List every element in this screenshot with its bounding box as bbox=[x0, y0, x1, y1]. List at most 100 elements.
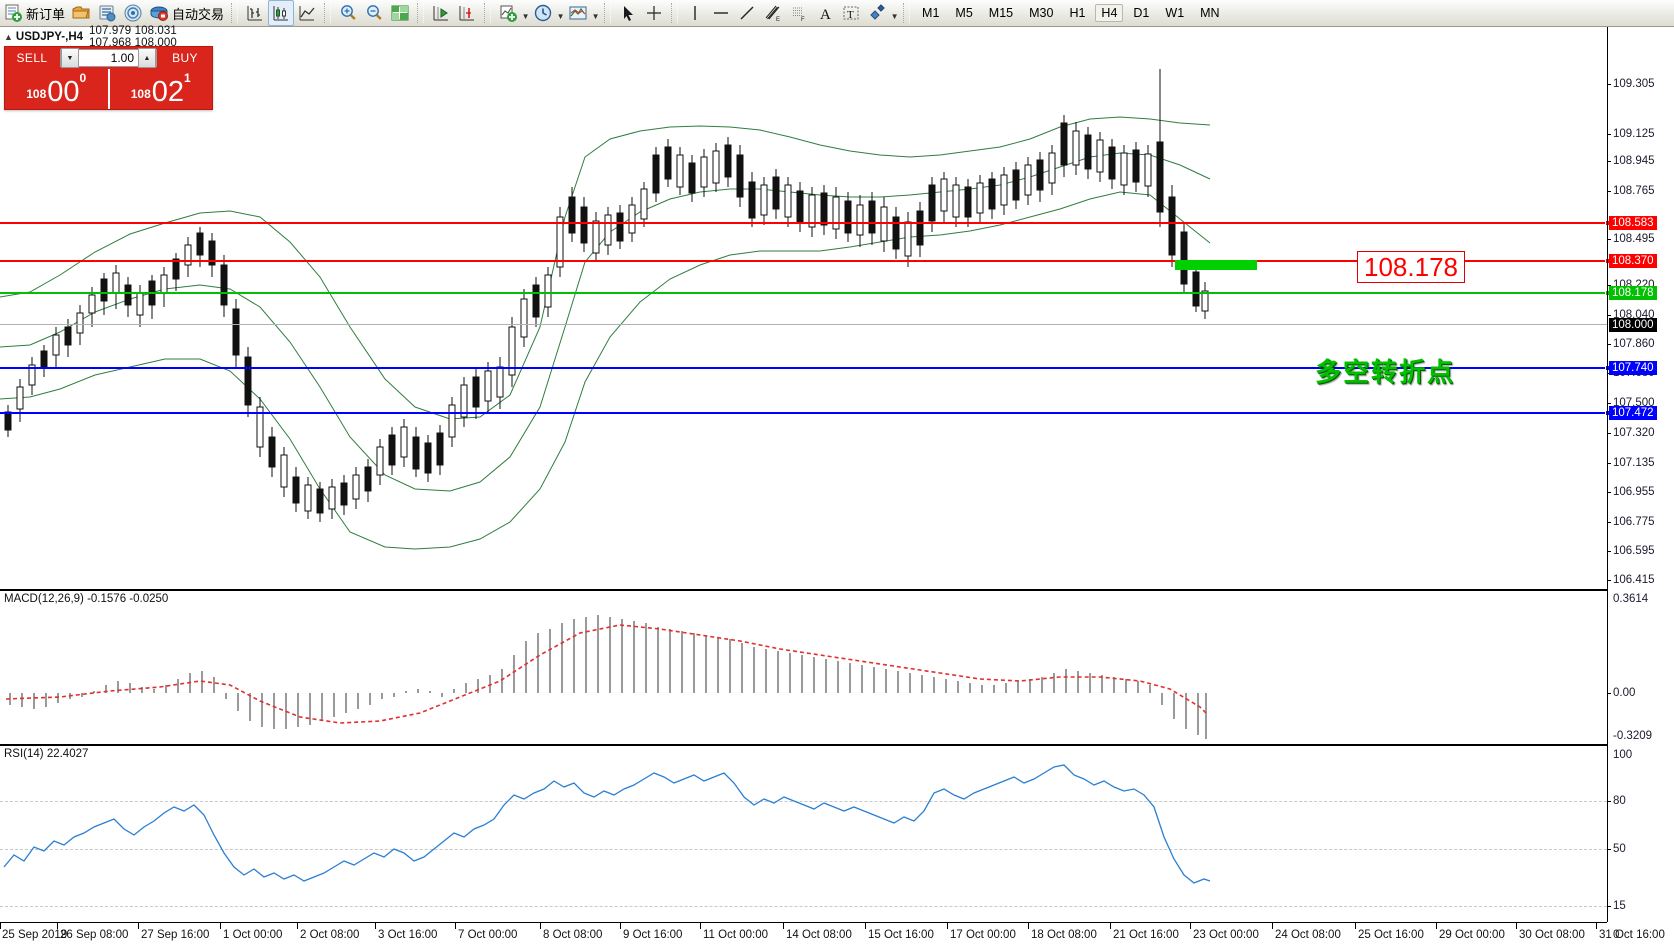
timeframe-mn[interactable]: MN bbox=[1200, 6, 1220, 20]
rsi-grid-15 bbox=[0, 906, 1607, 907]
bar-chart-button[interactable] bbox=[242, 1, 268, 25]
axis-tick bbox=[1607, 285, 1611, 286]
shapes-button[interactable] bbox=[864, 1, 890, 25]
trendline-button[interactable] bbox=[734, 1, 760, 25]
line-chart-button[interactable] bbox=[294, 1, 320, 25]
period-button[interactable] bbox=[530, 1, 556, 25]
level-tag-resistance-2[interactable]: 108.370 bbox=[1609, 254, 1657, 268]
level-tag-support-1[interactable]: 107.740 bbox=[1609, 361, 1657, 375]
volume-increment-button[interactable]: ▲ bbox=[138, 48, 156, 68]
timeframe-m5[interactable]: M5 bbox=[955, 6, 973, 20]
horizontal-line-button[interactable] bbox=[708, 1, 734, 25]
shapes-dropdown[interactable]: ▼ bbox=[890, 12, 899, 21]
buy-price-fraction: 1 bbox=[184, 71, 191, 85]
rsi-tick-label: 50 bbox=[1613, 843, 1626, 855]
folder-button[interactable] bbox=[68, 1, 94, 25]
axis-tick bbox=[1607, 134, 1611, 135]
price-label: 107.860 bbox=[1613, 338, 1655, 350]
time-label: 23 Oct 00:00 bbox=[1193, 929, 1259, 941]
text-label-button[interactable]: T bbox=[838, 1, 864, 25]
candlestick-chart-button[interactable] bbox=[268, 0, 295, 26]
axis-tick bbox=[1607, 580, 1611, 581]
signals-icon bbox=[124, 4, 142, 22]
text-label-icon: T bbox=[843, 6, 859, 21]
templates-button[interactable] bbox=[565, 1, 591, 25]
axis-tick bbox=[1607, 522, 1611, 523]
timeframe-m30[interactable]: M30 bbox=[1029, 6, 1054, 20]
sell-price-main: 00 bbox=[47, 76, 80, 108]
svg-text:T: T bbox=[847, 9, 854, 21]
rsi-chart-canvas bbox=[3, 764, 1211, 884]
fibonacci-button[interactable]: F bbox=[786, 1, 812, 25]
cursor-button[interactable] bbox=[615, 1, 641, 25]
target-line-108178[interactable] bbox=[0, 290, 1611, 296]
new-order-button[interactable]: 新订单 bbox=[0, 1, 68, 25]
collapse-triangle-icon[interactable]: ▲ bbox=[4, 32, 13, 42]
level-tag-target[interactable]: 108.178 bbox=[1609, 286, 1657, 300]
time-label: 9 Oct 16:00 bbox=[623, 929, 683, 941]
toolbar-separator bbox=[417, 3, 425, 23]
equidistant-channel-button[interactable]: E bbox=[760, 1, 786, 25]
period-clock-icon bbox=[534, 4, 552, 22]
rsi-grid-80 bbox=[0, 801, 1607, 802]
vertical-line-button[interactable] bbox=[682, 1, 708, 25]
buy-button[interactable]: 108 02 1 bbox=[110, 69, 213, 109]
toolbar-separator bbox=[604, 3, 612, 23]
period-dropdown[interactable]: ▼ bbox=[556, 12, 565, 21]
volume-input[interactable]: ▼ 1.00 ▲ bbox=[60, 48, 157, 68]
sell-button[interactable]: 108 00 0 bbox=[5, 69, 110, 109]
shift-end-button[interactable] bbox=[454, 1, 480, 25]
text-button[interactable]: A bbox=[812, 1, 838, 25]
timeframe-m15[interactable]: M15 bbox=[988, 6, 1014, 20]
timeframe-m1[interactable]: M1 bbox=[922, 6, 940, 20]
timeframe-h4[interactable]: H4 bbox=[1095, 4, 1124, 22]
price-label: 106.595 bbox=[1613, 545, 1655, 557]
resistance-line-108583[interactable] bbox=[0, 220, 1611, 226]
price-label: 106.415 bbox=[1613, 574, 1655, 586]
chart-area[interactable]: 108.178 多空转折点 109.305 109.125 108.945 10… bbox=[0, 27, 1674, 949]
timeframe-h1[interactable]: H1 bbox=[1069, 6, 1086, 20]
crosshair-button[interactable] bbox=[641, 1, 667, 25]
rsi-label: RSI(14) 22.4027 bbox=[4, 748, 89, 760]
trade-box[interactable]: SELL ▼ 1.00 ▲ BUY 108 00 0 108 02 1 bbox=[4, 46, 213, 110]
tile-windows-button[interactable] bbox=[387, 1, 413, 25]
toolbar-separator bbox=[231, 3, 239, 23]
zoom-in-button[interactable] bbox=[335, 1, 361, 25]
time-label: 21 Oct 16:00 bbox=[1113, 929, 1179, 941]
support-line-107472[interactable] bbox=[0, 410, 1611, 416]
volume-value[interactable]: 1.00 bbox=[110, 51, 134, 65]
macd-tick-label: 0.00 bbox=[1613, 687, 1636, 699]
macd-tick-label: 0.3614 bbox=[1613, 593, 1649, 605]
level-tag-support-2[interactable]: 107.472 bbox=[1609, 406, 1657, 420]
time-label: 31 Oct 16:00 bbox=[1599, 929, 1665, 941]
one-click-trading-panel[interactable]: ▲ USDJPY-,H4 107.979 108.031 107.968 108… bbox=[4, 25, 214, 110]
level-tag-resistance-1[interactable]: 108.583 bbox=[1609, 216, 1657, 230]
target-zone-highlight[interactable] bbox=[1175, 260, 1257, 270]
volume-decrement-button[interactable]: ▼ bbox=[61, 48, 79, 68]
timeframe-d1[interactable]: D1 bbox=[1133, 6, 1150, 20]
candlestick-chart-icon bbox=[273, 6, 289, 21]
cursor-icon bbox=[624, 6, 634, 21]
sell-price-integer: 108 bbox=[26, 87, 47, 101]
autotrading-button[interactable]: 自动交易 bbox=[146, 1, 227, 25]
rsi-line bbox=[3, 764, 1211, 884]
zoom-out-icon bbox=[367, 5, 382, 20]
timeframe-w1[interactable]: W1 bbox=[1165, 6, 1185, 20]
zoom-out-button[interactable] bbox=[361, 1, 387, 25]
signals-button[interactable] bbox=[120, 1, 146, 25]
sell-label[interactable]: SELL bbox=[16, 51, 48, 65]
macd-tick-label: -0.3209 bbox=[1613, 730, 1653, 742]
time-label: 8 Oct 08:00 bbox=[543, 929, 603, 941]
rsi-tick-label: 100 bbox=[1613, 749, 1633, 761]
shift-start-button[interactable] bbox=[428, 1, 454, 25]
svg-text:F: F bbox=[801, 17, 805, 23]
time-label: 3 Oct 16:00 bbox=[378, 929, 438, 941]
svg-text:E: E bbox=[776, 17, 780, 23]
axis-tick bbox=[1607, 551, 1611, 552]
add-indicator-dropdown[interactable]: ▼ bbox=[521, 12, 530, 21]
buy-label[interactable]: BUY bbox=[172, 51, 198, 65]
news-button[interactable] bbox=[94, 1, 120, 25]
add-indicator-button[interactable] bbox=[495, 1, 521, 25]
level-tag-current-price: 108.000 bbox=[1609, 318, 1657, 332]
templates-dropdown[interactable]: ▼ bbox=[591, 12, 600, 21]
